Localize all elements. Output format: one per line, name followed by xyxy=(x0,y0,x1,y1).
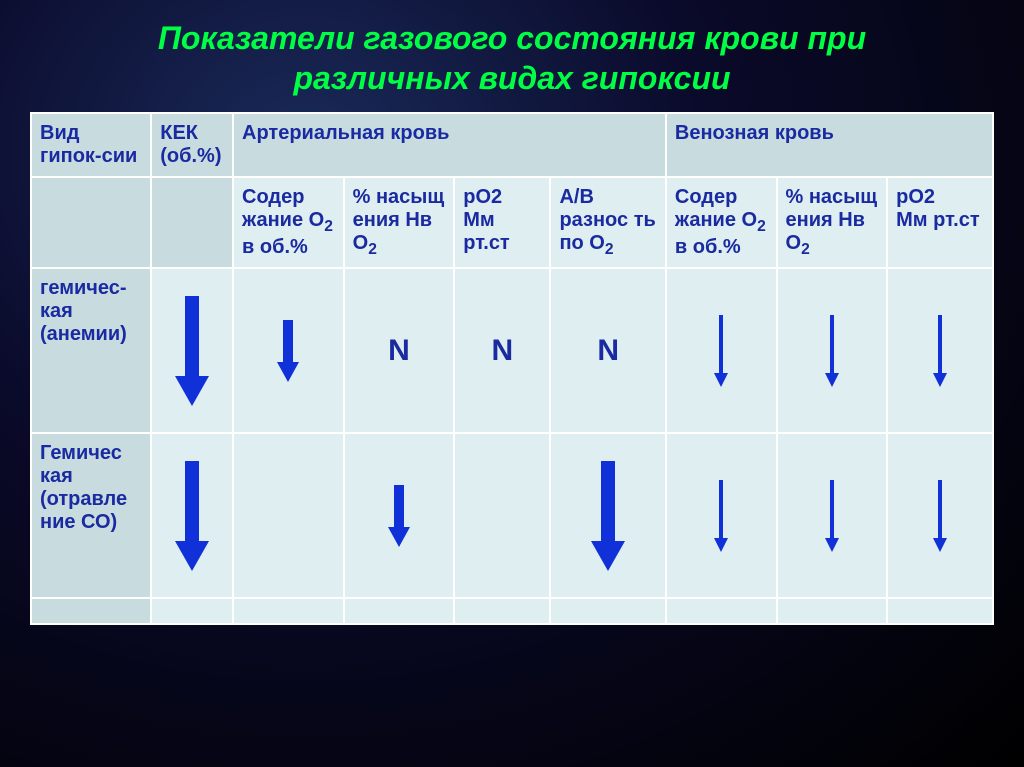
hdr-ven-po2: рО2Мм рт.ст xyxy=(887,177,993,268)
down-arrow-icon xyxy=(591,461,625,571)
data-cell xyxy=(550,433,665,598)
data-cell xyxy=(666,433,777,598)
data-cell xyxy=(151,268,233,433)
row-label: Гемичес кая(отравле ние СО) xyxy=(31,433,151,598)
down-arrow-icon xyxy=(175,461,209,571)
down-arrow-icon xyxy=(825,315,839,387)
hdr-art-po2: рО2Мм рт.ст xyxy=(454,177,550,268)
hdr-art-content: Содер жание О2 в об.% xyxy=(233,177,344,268)
hdr-ven-content: Содер жание О2 в об.% xyxy=(666,177,777,268)
row-label: гемичес-кая(анемии) xyxy=(31,268,151,433)
down-arrow-icon xyxy=(175,296,209,406)
data-cell: N xyxy=(344,268,455,433)
header-row-1: Вид гипок-сии КЕК(об.%) Артериальная кро… xyxy=(31,113,993,177)
hdr-art-sat: % насыщ ения Нв О2 xyxy=(344,177,455,268)
down-arrow-icon xyxy=(933,480,947,552)
data-cell xyxy=(666,268,777,433)
data-cell xyxy=(151,433,233,598)
hdr-empty-1 xyxy=(31,177,151,268)
table-row: гемичес-кая(анемии) NNN xyxy=(31,268,993,433)
title-line-2: различных видах гипоксии xyxy=(293,60,730,96)
title-line-1: Показатели газового состояния крови при xyxy=(158,20,866,56)
page-title: Показатели газового состояния крови при … xyxy=(0,0,1024,112)
col-venous: Венозная кровь xyxy=(666,113,993,177)
down-arrow-icon xyxy=(825,480,839,552)
down-arrow-icon xyxy=(714,480,728,552)
data-cell xyxy=(777,433,888,598)
col-type: Вид гипок-сии xyxy=(31,113,151,177)
hdr-empty-2 xyxy=(151,177,233,268)
data-cell xyxy=(233,433,344,598)
data-cell xyxy=(233,268,344,433)
col-kek: КЕК(об.%) xyxy=(151,113,233,177)
down-arrow-icon xyxy=(388,485,410,547)
table-row: Гемичес кая(отравле ние СО) xyxy=(31,433,993,598)
data-cell xyxy=(887,433,993,598)
down-arrow-icon xyxy=(933,315,947,387)
col-arterial: Артериальная кровь xyxy=(233,113,666,177)
data-cell xyxy=(454,433,550,598)
data-cell: N xyxy=(454,268,550,433)
data-cell xyxy=(344,433,455,598)
down-arrow-icon xyxy=(714,315,728,387)
hdr-ven-sat: % насыщ ения Нв О2 xyxy=(777,177,888,268)
data-cell: N xyxy=(550,268,665,433)
data-cell xyxy=(887,268,993,433)
trailing-row xyxy=(31,598,993,624)
gas-indicators-table: Вид гипок-сии КЕК(об.%) Артериальная кро… xyxy=(30,112,994,625)
data-cell xyxy=(777,268,888,433)
down-arrow-icon xyxy=(277,320,299,382)
hdr-art-av: А/В разнос ть по О2 xyxy=(550,177,665,268)
header-row-2: Содер жание О2 в об.% % насыщ ения Нв О2… xyxy=(31,177,993,268)
